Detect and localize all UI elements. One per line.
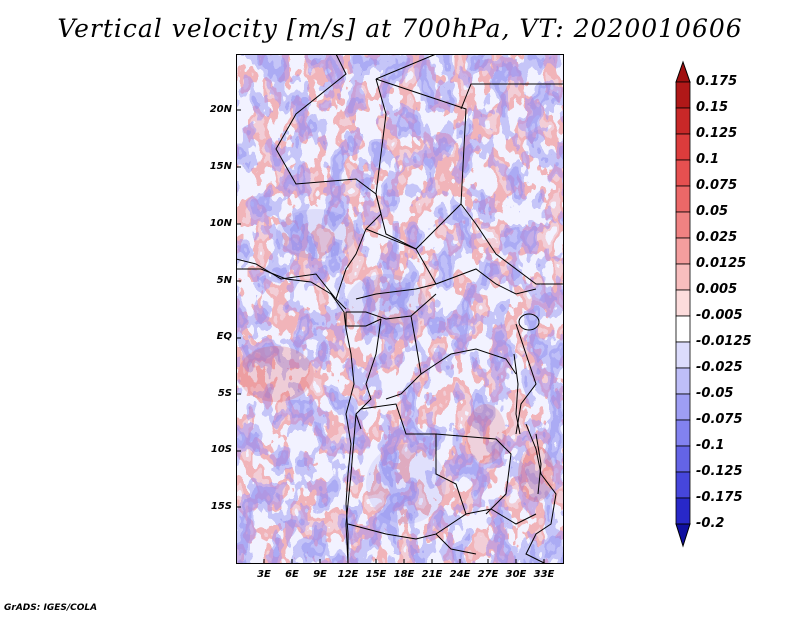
lakes: [513, 313, 542, 495]
colorbar-swatch: [675, 237, 691, 265]
colorbar-label: -0.125: [696, 464, 743, 479]
lat-tick-label: 5N: [216, 275, 232, 286]
colorbar-label: 0.005: [696, 282, 738, 297]
colorbar-top-arrow: [675, 60, 691, 83]
vertical-velocity-map: [236, 54, 564, 564]
lat-tick-label: 20N: [209, 104, 232, 115]
chart-title: Vertical velocity [m/s] at 700hPa, VT: 2…: [57, 14, 743, 43]
country-borders: [236, 54, 564, 564]
lon-tick-label: 12E: [337, 569, 359, 580]
lat-tick-label: 15N: [209, 161, 232, 172]
colorbar-label: -0.025: [696, 360, 743, 375]
colorbar-swatch: [675, 81, 691, 109]
colorbar-swatch: [675, 211, 691, 239]
colorbar-swatch: [675, 107, 691, 135]
colorbar-swatch: [675, 341, 691, 369]
colorbar-label: -0.2: [696, 516, 725, 531]
lat-tick-label: 15S: [210, 501, 232, 512]
colorbar-label: 0.075: [696, 178, 738, 193]
colorbar-label: 0.125: [696, 126, 738, 141]
colorbar-swatch: [675, 367, 691, 395]
colorbar-label: -0.175: [696, 490, 743, 505]
coastline: [236, 268, 355, 564]
map-frame: [236, 54, 564, 564]
lat-tick-label: 10N: [209, 218, 232, 229]
colorbar-swatch: [675, 185, 691, 213]
lon-tick-label: 24E: [449, 569, 471, 580]
colorbar-label: 0.15: [696, 100, 729, 115]
colorbar-label: 0.0125: [696, 256, 747, 271]
colorbar-swatch: [675, 315, 691, 343]
lat-tick-label: 10S: [210, 444, 232, 455]
colorbar-label: 0.175: [696, 74, 738, 89]
lon-tick-label: 30E: [505, 569, 527, 580]
colorbar-swatch: [675, 445, 691, 473]
lon-tick-label: 9E: [313, 569, 327, 580]
colorbar-swatch: [675, 393, 691, 421]
lon-tick-label: 27E: [477, 569, 499, 580]
grads-credit: GrADS: IGES/COLA: [4, 603, 98, 613]
colorbar-label: -0.0125: [696, 334, 752, 349]
lon-tick-label: 15E: [365, 569, 387, 580]
colorbar-bottom-arrow: [675, 523, 691, 548]
colorbar-label: 0.1: [696, 152, 720, 167]
colorbar-swatch: [675, 133, 691, 161]
colorbar-label: -0.075: [696, 412, 743, 427]
colorbar-label: -0.05: [696, 386, 734, 401]
colorbar-label: 0.05: [696, 204, 729, 219]
colorbar-label: 0.025: [696, 230, 738, 245]
lon-tick-label: 18E: [393, 569, 415, 580]
lat-tick-label: EQ: [216, 331, 232, 342]
colorbar-swatch: [675, 497, 691, 525]
colorbar: [675, 60, 691, 548]
lon-tick-label: 33E: [533, 569, 555, 580]
strong-velocity-patches: [238, 209, 554, 524]
lon-tick-label: 21E: [421, 569, 443, 580]
colorbar-label: -0.1: [696, 438, 725, 453]
lat-tick-label: 5S: [217, 388, 232, 399]
colorbar-swatch: [675, 263, 691, 291]
colorbar-swatch: [675, 419, 691, 447]
velocity-field: [236, 54, 564, 564]
lon-tick-label: 3E: [257, 569, 271, 580]
colorbar-swatch: [675, 471, 691, 499]
colorbar-label: -0.005: [696, 308, 743, 323]
colorbar-swatch: [675, 289, 691, 317]
colorbar-swatch: [675, 159, 691, 187]
lon-tick-label: 6E: [285, 569, 299, 580]
